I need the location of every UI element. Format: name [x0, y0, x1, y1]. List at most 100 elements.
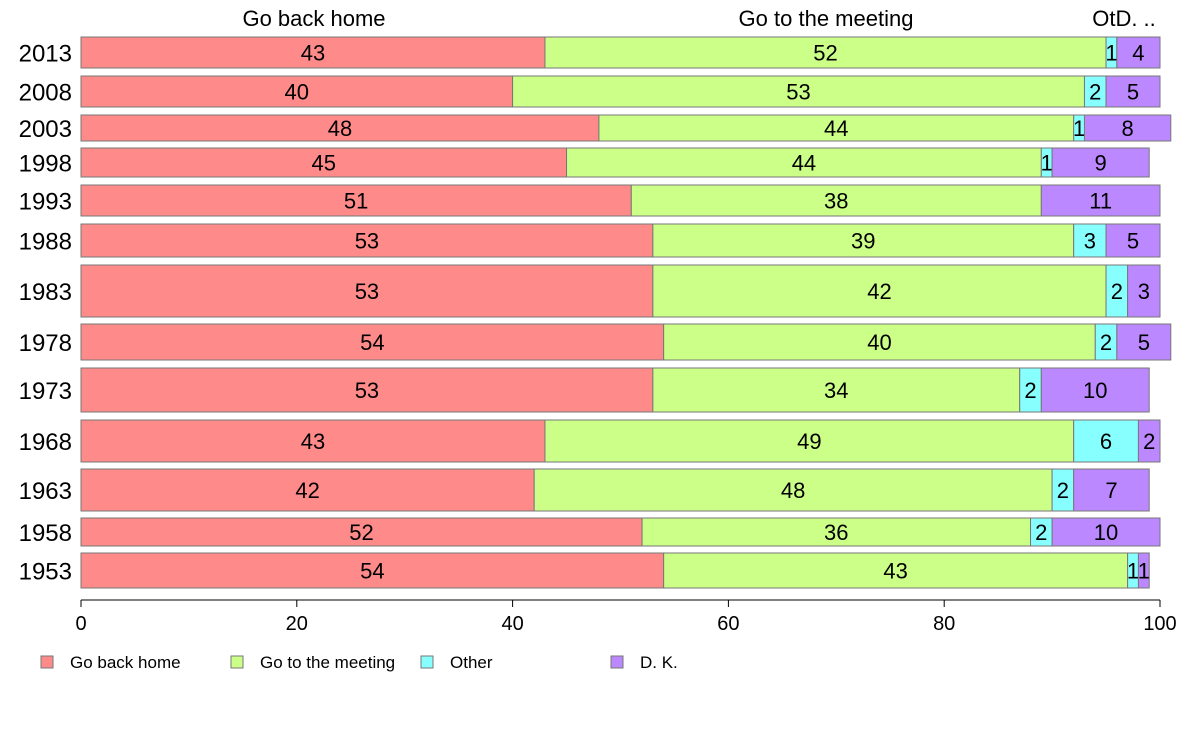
bar-segment — [80, 184, 632, 217]
y-tick-label: 1978 — [19, 330, 72, 357]
top-labels: Go back home Go to the meeting OtD. .. — [242, 6, 1155, 31]
bar-segment — [1073, 223, 1107, 258]
data-label: 40 — [285, 80, 309, 105]
bar-segment — [1105, 75, 1161, 108]
data-label: 1 — [1073, 116, 1085, 141]
top-label: OtD. .. — [1092, 6, 1156, 31]
data-label: 5 — [1127, 80, 1139, 105]
data-label: 2 — [1035, 520, 1047, 545]
legend-swatch — [610, 655, 624, 669]
bar-segment — [1116, 323, 1172, 361]
bar-segment — [1127, 264, 1161, 318]
data-label: 38 — [824, 189, 848, 214]
top-label: Go back home — [242, 6, 385, 31]
bar-segment — [80, 223, 654, 258]
y-tick-label: 2013 — [19, 41, 72, 68]
legend-swatch — [230, 655, 244, 669]
bar-segment — [1051, 147, 1150, 178]
legend: Go back home Go to the meeting Other D. K. — [40, 653, 678, 672]
legend-label: Go to the meeting — [260, 653, 395, 672]
y-tick-label: 1993 — [19, 189, 72, 216]
data-label: 36 — [824, 520, 848, 545]
data-label: 1 — [1138, 559, 1150, 584]
x-tick-label: 40 — [501, 613, 523, 635]
data-label: 10 — [1094, 520, 1118, 545]
data-label: 42 — [295, 478, 319, 503]
y-tick-label: 1983 — [19, 279, 72, 306]
data-label: 52 — [813, 41, 837, 66]
data-label: 42 — [867, 279, 891, 304]
data-label: 2 — [1057, 478, 1069, 503]
bar-segment — [1116, 36, 1161, 69]
y-tick-label: 1958 — [19, 520, 72, 547]
bar-segment — [1040, 184, 1161, 217]
data-label: 51 — [344, 189, 368, 214]
bar-segment — [544, 36, 1107, 69]
data-label: 2 — [1143, 429, 1155, 454]
data-label: 54 — [360, 330, 384, 355]
bar-segment — [663, 552, 1129, 589]
data-label: 8 — [1122, 116, 1134, 141]
bar-segment — [652, 223, 1075, 258]
bar-segment — [80, 264, 654, 318]
y-tick-label: 1973 — [19, 378, 72, 405]
x-tick-label: 0 — [75, 613, 86, 635]
top-label: Go to the meeting — [739, 6, 914, 31]
bar-segment — [566, 147, 1042, 178]
data-label: 43 — [883, 559, 907, 584]
data-label: 40 — [867, 330, 891, 355]
x-tick-label: 60 — [717, 613, 739, 635]
bar-segment — [80, 147, 568, 178]
data-label: 11 — [1089, 189, 1112, 214]
data-label: 53 — [786, 80, 810, 105]
bar-segment — [80, 36, 546, 69]
y-tick-label: 1998 — [19, 151, 72, 178]
data-label: 4 — [1132, 41, 1144, 66]
x-tick-label: 80 — [933, 613, 955, 635]
bar-segment — [1137, 419, 1161, 463]
bar-segment — [80, 114, 600, 142]
data-label: 43 — [301, 41, 325, 66]
data-label: 1 — [1041, 151, 1053, 176]
data-label: 48 — [328, 116, 352, 141]
y-tick-label: 1988 — [19, 229, 72, 256]
y-axis: 2013 2008 2003 1998 1993 1988 1983 1978 1973 1968… — [19, 41, 72, 586]
bar-segment — [80, 517, 643, 547]
bar-segment — [80, 367, 654, 413]
bar-segment — [80, 419, 546, 463]
y-tick-label: 1953 — [19, 559, 72, 586]
data-label: 1 — [1105, 41, 1117, 66]
bar-segment — [652, 264, 1107, 318]
data-label: 6 — [1100, 429, 1112, 454]
legend-label: Go back home — [70, 653, 181, 672]
data-label: 9 — [1095, 151, 1107, 176]
data-label: 3 — [1138, 279, 1150, 304]
bar-segment — [1105, 223, 1161, 258]
data-label: 2 — [1089, 80, 1101, 105]
data-label: 49 — [797, 429, 821, 454]
data-label: 52 — [349, 520, 373, 545]
x-tick-label: 20 — [286, 613, 308, 635]
y-tick-label: 2008 — [19, 80, 72, 107]
x-tick-label: 100 — [1143, 613, 1176, 635]
data-label: 45 — [312, 151, 336, 176]
bar-segment — [663, 323, 1096, 361]
data-label: 48 — [781, 478, 805, 503]
y-tick-label: 2003 — [19, 116, 72, 143]
data-label: 53 — [355, 378, 379, 403]
data-label: 53 — [355, 279, 379, 304]
data-label: 7 — [1105, 478, 1117, 503]
bar-segment — [1040, 367, 1150, 413]
bar-segment — [1051, 517, 1161, 547]
bar-segment — [80, 323, 665, 361]
bar-segment — [641, 517, 1032, 547]
bar-segment — [1073, 468, 1150, 512]
data-label: 1 — [1127, 559, 1139, 584]
data-label: 2 — [1100, 330, 1112, 355]
data-label: 39 — [851, 229, 875, 254]
bar-segment — [652, 367, 1021, 413]
data-label: 54 — [360, 559, 384, 584]
data-label: 44 — [824, 116, 848, 141]
bar-segment — [1137, 552, 1150, 589]
